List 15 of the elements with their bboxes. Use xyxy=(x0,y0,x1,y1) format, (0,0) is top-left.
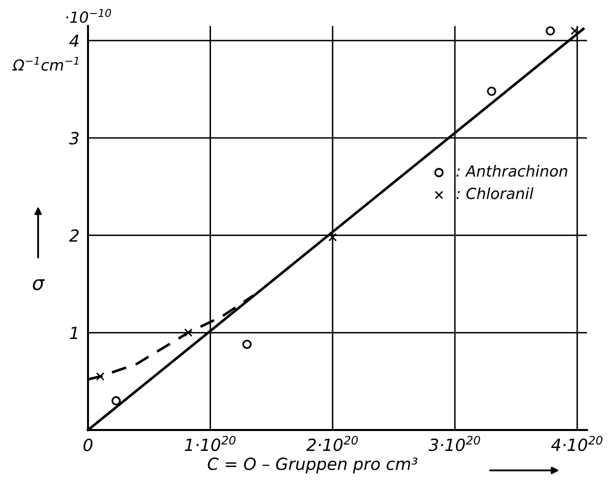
x-tick-label: 0 xyxy=(84,438,92,452)
legend-label: : Anthrachinon xyxy=(456,164,568,177)
y-tick-label: 4 xyxy=(69,34,78,47)
x-tick-label: 3·10$^{20}$ xyxy=(428,436,480,452)
legend-label: : Chloranil xyxy=(456,187,534,200)
x-tick-label: 2·10$^{20}$ xyxy=(306,436,358,452)
text: Ω$^{−1}$cm$^{−1}$ xyxy=(12,56,78,71)
y-tick-label: 1 xyxy=(70,326,78,339)
x-tick-label: 1·10$^{20}$ xyxy=(184,436,236,452)
y-tick-label: 2 xyxy=(69,229,79,242)
x-axis-title: C = O – Gruppen pro cm³ xyxy=(208,458,418,474)
text: ·10$^{−10}$ xyxy=(66,8,112,23)
x-tick-label: 4·10$^{20}$ xyxy=(551,436,602,452)
y-axis-title: σ xyxy=(32,279,45,290)
y-tick-label: 3 xyxy=(69,132,79,145)
